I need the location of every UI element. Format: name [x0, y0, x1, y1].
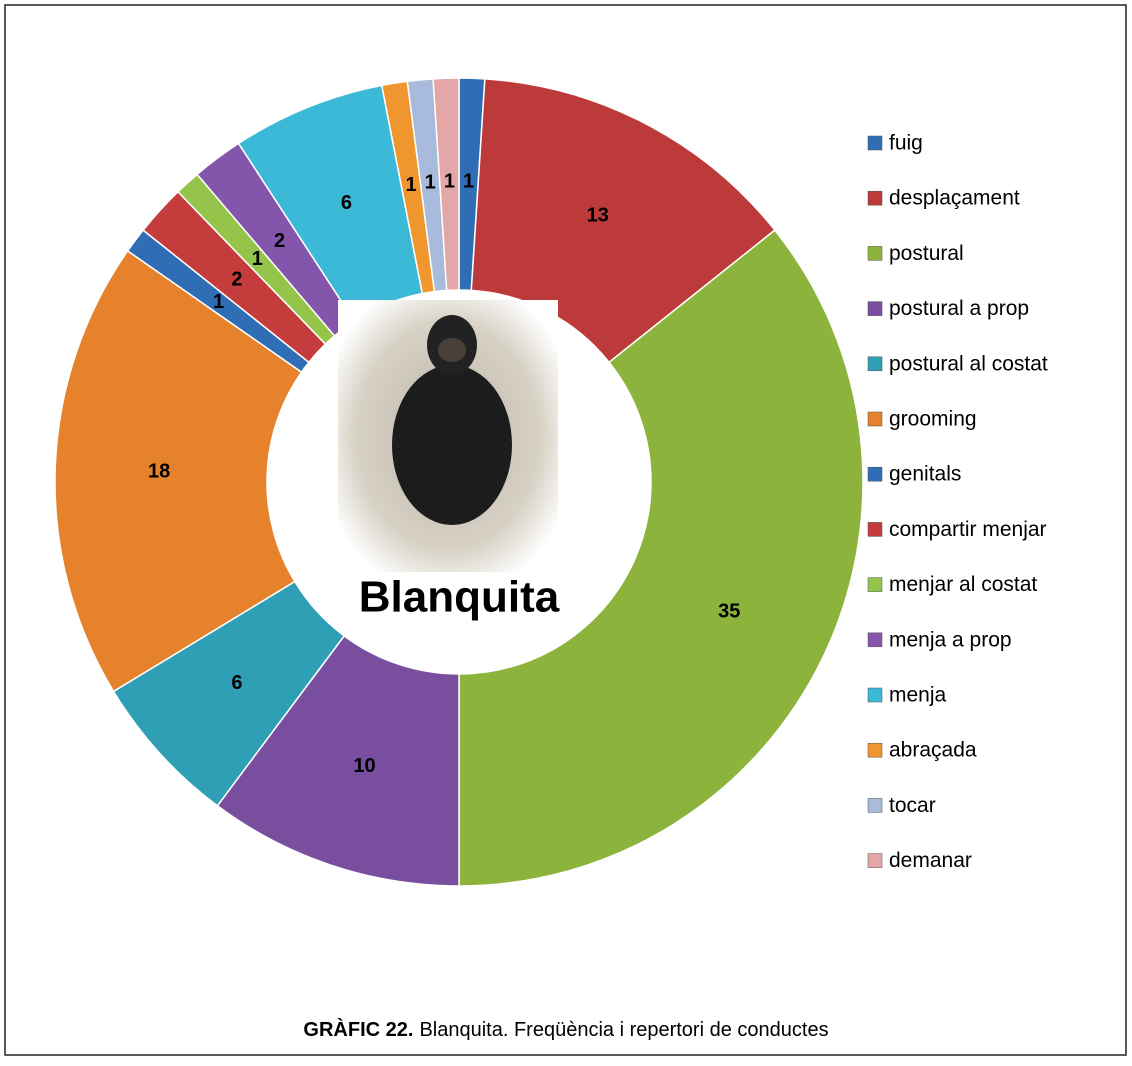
legend-label: abraçada — [889, 739, 977, 762]
data-label: 1 — [463, 170, 474, 192]
center-label: Blanquita — [359, 573, 560, 622]
legend-swatch — [867, 356, 883, 372]
data-label: 1 — [425, 172, 436, 194]
legend: fuig desplaçament postural postural a prop p… — [867, 132, 1048, 872]
legend-swatch — [867, 301, 883, 316]
legend-swatch — [867, 466, 883, 482]
legend-swatch — [867, 632, 883, 648]
legend-label: tocar — [889, 794, 936, 817]
data-label: 1 — [213, 291, 224, 313]
caption-label: GRÀFIC 22. — [303, 1018, 413, 1041]
legend-swatch — [867, 411, 883, 427]
caption: GRÀFIC 22. Blanquita. Freqüència i repert… — [303, 1018, 828, 1041]
legend-label: postural al costat — [889, 352, 1048, 375]
legend-swatch — [867, 853, 883, 868]
legend-label: desplaçament — [889, 187, 1020, 210]
data-label: 1 — [406, 174, 417, 196]
legend-label: compartir menjar — [889, 518, 1047, 541]
legend-label: grooming — [889, 408, 977, 431]
slice — [458, 229, 864, 887]
photo — [338, 300, 558, 572]
legend-label: postural — [889, 242, 964, 265]
legend-label: fuig — [889, 132, 923, 155]
data-label: 35 — [718, 600, 740, 622]
slice — [216, 634, 460, 887]
data-label: 1 — [252, 248, 263, 270]
legend-label: demanar — [889, 849, 972, 872]
legend-swatch — [867, 246, 883, 261]
legend-label: menja — [889, 684, 947, 707]
chimp-face — [438, 338, 466, 362]
data-label: 2 — [231, 269, 242, 291]
legend-label: menja a prop — [889, 628, 1012, 651]
legend-swatch — [867, 687, 883, 703]
slice — [54, 249, 303, 693]
data-label: 1 — [444, 170, 455, 192]
data-label: 2 — [274, 230, 285, 252]
data-label: 6 — [341, 192, 352, 214]
chimp-body — [392, 365, 512, 525]
legend-swatch — [867, 798, 883, 813]
caption-text: Blanquita. Freqüència i repertori de con… — [419, 1019, 828, 1041]
legend-swatch — [867, 742, 883, 758]
legend-swatch — [867, 190, 883, 206]
data-label: 18 — [148, 461, 170, 483]
legend-swatch — [867, 522, 883, 537]
legend-label: postural a prop — [889, 297, 1029, 320]
legend-swatch — [867, 135, 883, 151]
slice — [432, 77, 460, 292]
legend-label: genitals — [889, 463, 961, 486]
data-label: 10 — [353, 755, 375, 777]
legend-label: menjar al costat — [889, 573, 1037, 596]
data-label: 13 — [587, 204, 609, 226]
legend-swatch — [867, 577, 883, 592]
data-label: 6 — [231, 672, 242, 694]
